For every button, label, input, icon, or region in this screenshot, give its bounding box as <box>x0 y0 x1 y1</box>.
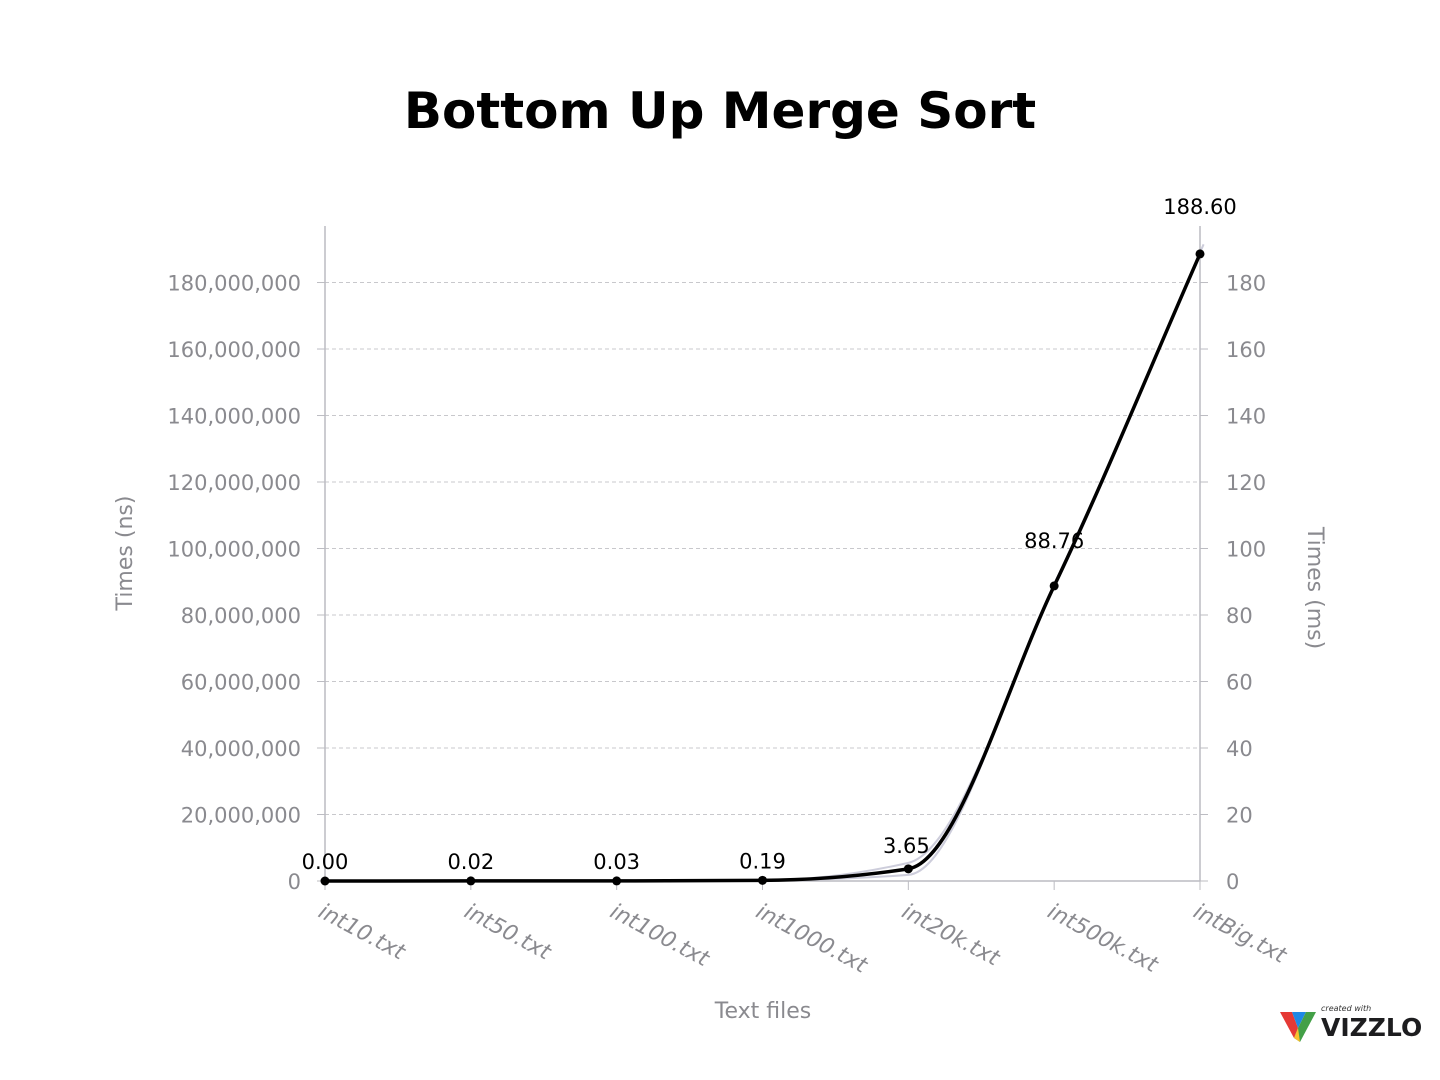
y-right-tick-label: 20 <box>1226 804 1253 828</box>
y-right-tick-label: 80 <box>1226 604 1253 628</box>
data-points <box>320 249 1205 886</box>
y-right-tick-label: 160 <box>1226 338 1266 362</box>
vizzlo-badge[interactable]: created with VIZZLO <box>1278 1004 1423 1044</box>
x-tick-label: int50.txt <box>460 899 556 966</box>
series-line <box>323 252 1202 883</box>
y-left-tick-label: 160,000,000 <box>167 338 301 362</box>
data-label: 0.19 <box>739 849 786 873</box>
vizzlo-logo-icon <box>1280 1012 1316 1042</box>
data-label: 188.60 <box>1163 195 1236 219</box>
y-axis-right-title: Times (ms) <box>1302 526 1327 649</box>
x-tick-label: intBig.txt <box>1189 899 1291 969</box>
x-tick-label: int1000.txt <box>752 899 873 979</box>
y-left-tick-label: 40,000,000 <box>181 737 301 761</box>
data-point <box>758 875 767 885</box>
y-right-tick-label: 0 <box>1226 870 1239 894</box>
data-labels: 0.00 0.02 0.03 0.19 3.65 88.76 188.60 <box>302 195 1237 874</box>
data-label: 3.65 <box>883 834 930 858</box>
x-tick-label: int10.txt <box>314 899 410 966</box>
y-right-tick-label: 40 <box>1226 737 1253 761</box>
y-left-tick-label: 20,000,000 <box>181 804 301 828</box>
data-label: 0.00 <box>302 850 349 874</box>
y-left-tick-label: 180,000,000 <box>167 272 301 296</box>
vizzlo-wordmark: VIZZLO <box>1321 1013 1423 1042</box>
y-right-tick-label: 120 <box>1226 471 1266 495</box>
x-tick-label: int100.txt <box>606 899 714 972</box>
x-axis-title: Text files <box>714 999 811 1024</box>
data-point <box>466 876 476 886</box>
y-axis-left-title: Times (ns) <box>113 496 138 612</box>
data-point <box>320 876 330 886</box>
band-line <box>324 263 1198 882</box>
y-right-tick-label: 100 <box>1226 538 1266 562</box>
data-label: 0.03 <box>593 850 640 874</box>
data-point <box>1049 581 1059 591</box>
y-right-tick-label: 140 <box>1226 405 1266 429</box>
gridlines <box>325 282 1200 816</box>
x-tick-label: int500k.txt <box>1043 899 1163 978</box>
vizzlo-created-with: created with <box>1321 1004 1372 1013</box>
band-line <box>324 243 1205 882</box>
y-left-tick-label: 100,000,000 <box>167 538 301 562</box>
axes <box>317 226 1208 890</box>
y-left-tick-label: 140,000,000 <box>167 405 301 429</box>
y-left-tick-label: 80,000,000 <box>181 604 301 628</box>
data-label: 0.02 <box>447 850 494 874</box>
data-point <box>612 876 622 886</box>
x-tick-label: int20k.txt <box>898 899 1005 972</box>
y-right-tick-label: 60 <box>1226 671 1253 695</box>
chart-title: Bottom Up Merge Sort <box>403 82 1037 140</box>
y-left-tick-label: 120,000,000 <box>167 471 301 495</box>
data-label: 88.76 <box>1024 529 1084 553</box>
confidence-band <box>324 243 1205 882</box>
series-line-group <box>323 252 1202 883</box>
data-point <box>903 864 913 874</box>
data-point <box>1195 249 1205 259</box>
y-right-tick-label: 180 <box>1226 272 1266 296</box>
y-left-tick-label: 60,000,000 <box>181 671 301 695</box>
y-left-tick-label: 0 <box>288 870 301 894</box>
